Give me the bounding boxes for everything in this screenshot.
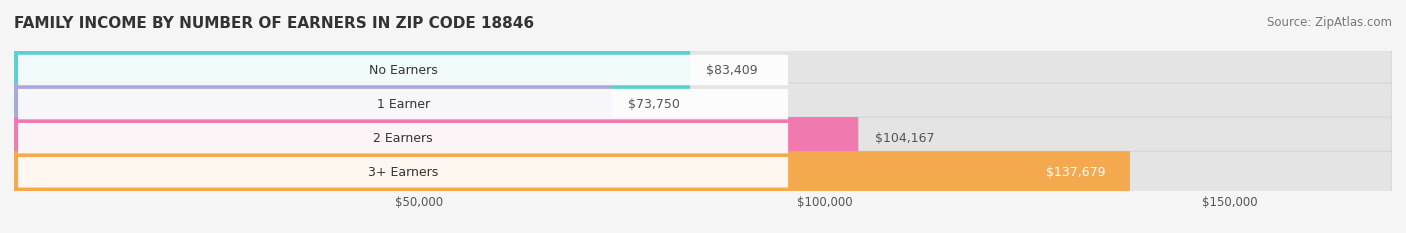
FancyBboxPatch shape	[14, 49, 690, 91]
Text: $83,409: $83,409	[706, 64, 758, 76]
FancyBboxPatch shape	[14, 49, 1392, 91]
Text: $73,750: $73,750	[628, 98, 681, 111]
Text: $104,167: $104,167	[875, 132, 934, 145]
FancyBboxPatch shape	[14, 83, 1392, 125]
Text: Source: ZipAtlas.com: Source: ZipAtlas.com	[1267, 16, 1392, 29]
Text: No Earners: No Earners	[368, 64, 437, 76]
Text: 1 Earner: 1 Earner	[377, 98, 430, 111]
FancyBboxPatch shape	[14, 151, 1392, 193]
FancyBboxPatch shape	[14, 117, 858, 159]
FancyBboxPatch shape	[18, 55, 789, 85]
FancyBboxPatch shape	[18, 89, 789, 119]
FancyBboxPatch shape	[14, 117, 1392, 159]
FancyBboxPatch shape	[18, 157, 789, 188]
FancyBboxPatch shape	[18, 123, 789, 153]
Text: 3+ Earners: 3+ Earners	[368, 166, 439, 179]
FancyBboxPatch shape	[14, 83, 612, 125]
Text: $137,679: $137,679	[1046, 166, 1105, 179]
FancyBboxPatch shape	[14, 151, 1130, 193]
Text: FAMILY INCOME BY NUMBER OF EARNERS IN ZIP CODE 18846: FAMILY INCOME BY NUMBER OF EARNERS IN ZI…	[14, 16, 534, 31]
Text: 2 Earners: 2 Earners	[374, 132, 433, 145]
